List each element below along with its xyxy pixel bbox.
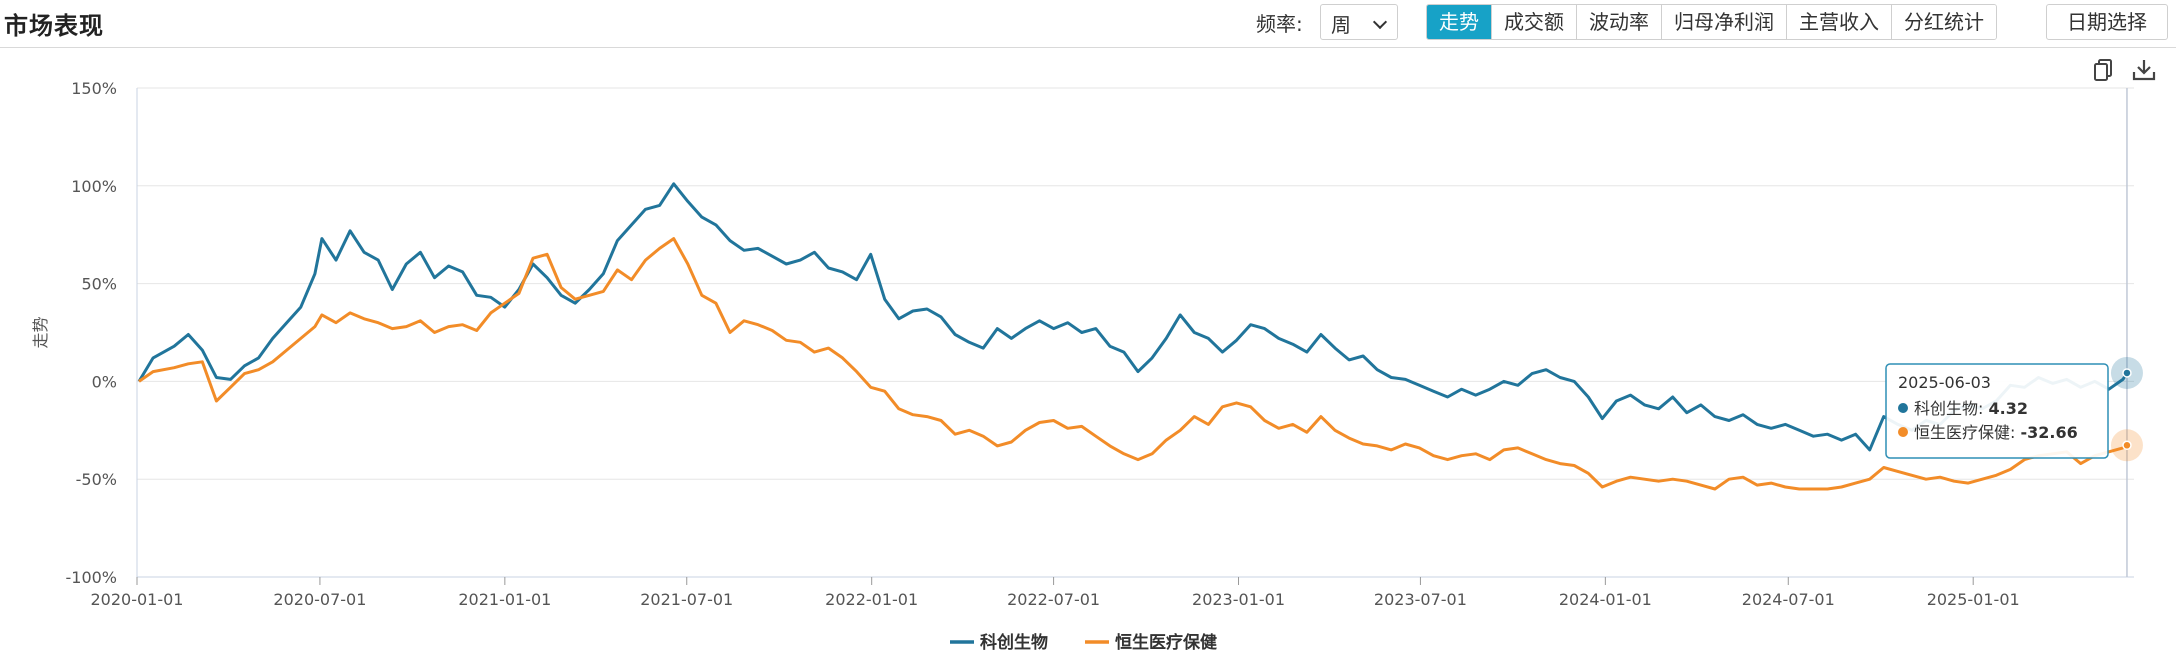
- y-tick-label: -100%: [65, 568, 117, 587]
- tooltip-item-name: 科创生物:: [1914, 399, 1988, 418]
- x-tick-label: 2021-07-01: [640, 590, 733, 609]
- y-tick-label: 50%: [81, 275, 117, 294]
- tooltip-item: 科创生物: 4.32: [1914, 399, 2028, 418]
- legend-label: 恒生医疗保健: [1115, 632, 1217, 653]
- legend: 科创生物 恒生医疗保健: [950, 632, 1217, 653]
- x-axis: 2020-01-01 2020-07-01 2021-01-01 2021-07-01…: [91, 577, 2020, 609]
- tooltip-marker: [1898, 403, 1908, 413]
- tab-turnover[interactable]: 成交额: [1491, 5, 1576, 39]
- series-line-1: [138, 237, 2128, 491]
- legend-label: 科创生物: [980, 632, 1048, 653]
- series-lines: [137, 182, 2129, 491]
- copy-icon[interactable]: [2090, 56, 2118, 84]
- highlight-point: [2122, 368, 2132, 378]
- highlight-point: [2122, 440, 2132, 451]
- x-tick-label: 2020-07-01: [273, 590, 366, 609]
- frequency-select[interactable]: 周: [1320, 4, 1398, 40]
- y-tick-label: 0%: [92, 372, 117, 391]
- x-tick-label: 2022-01-01: [825, 590, 918, 609]
- tooltip: 2025-06-03 科创生物: 4.32 恒生医疗保健: -32.66: [1885, 363, 2109, 459]
- x-tick-label: 2021-01-01: [458, 590, 551, 609]
- tab-dividend[interactable]: 分红统计: [1891, 5, 1996, 39]
- y-axis-label: 走势: [31, 316, 50, 348]
- hover-cursor: [2110, 88, 2143, 577]
- tooltip-item-name: 恒生医疗保健:: [1914, 423, 2020, 442]
- date-select-button[interactable]: 日期选择: [2046, 4, 2168, 40]
- metric-tabs: 走势 成交额 波动率 归母净利润 主营收入 分红统计: [1426, 4, 1997, 40]
- grid-lines: [137, 87, 2134, 578]
- x-tick-label: 2024-07-01: [1742, 590, 1835, 609]
- tooltip-item: 恒生医疗保健: -32.66: [1914, 423, 2078, 442]
- frequency-label: 频率:: [1256, 12, 1303, 36]
- tab-net-profit[interactable]: 归母净利润: [1661, 5, 1786, 39]
- y-tick-label: -50%: [76, 470, 117, 489]
- download-icon[interactable]: [2130, 56, 2158, 84]
- tab-trend[interactable]: 走势: [1427, 5, 1491, 39]
- tooltip-date: 2025-06-03: [1898, 373, 1991, 392]
- tab-revenue[interactable]: 主营收入: [1786, 5, 1891, 39]
- x-tick-label: 2022-07-01: [1007, 590, 1100, 609]
- chevron-down-icon: [1372, 14, 1388, 30]
- y-tick-label: 150%: [71, 79, 117, 98]
- series-line-0: [137, 182, 2129, 452]
- tooltip-item-value: -32.66: [2020, 423, 2077, 442]
- tooltip-box: [1885, 363, 2109, 459]
- tab-volatility[interactable]: 波动率: [1576, 5, 1661, 39]
- tooltip-item-value: 4.32: [1988, 399, 2027, 418]
- header-bar: 市场表现 频率: 周 走势 成交额 波动率 归母净利润 主营收入 分红统计 日期…: [0, 0, 2176, 48]
- y-axis: -100% -50% 0% 50% 100% 150%: [65, 79, 138, 587]
- x-tick-label: 2024-01-01: [1559, 590, 1652, 609]
- y-tick-label: 100%: [71, 177, 117, 196]
- page-title: 市场表现: [4, 12, 104, 40]
- line-chart: -100% -50% 0% 50% 100% 150% 2020-01-01 2020-07…: [31, 79, 2143, 653]
- x-tick-label: 2020-01-01: [91, 590, 184, 609]
- x-tick-label: 2023-01-01: [1192, 590, 1285, 609]
- tooltip-marker: [1898, 427, 1908, 437]
- x-tick-label: 2023-07-01: [1374, 590, 1467, 609]
- frequency-value: 周: [1331, 13, 1351, 37]
- x-tick-label: 2025-01-01: [1927, 590, 2020, 609]
